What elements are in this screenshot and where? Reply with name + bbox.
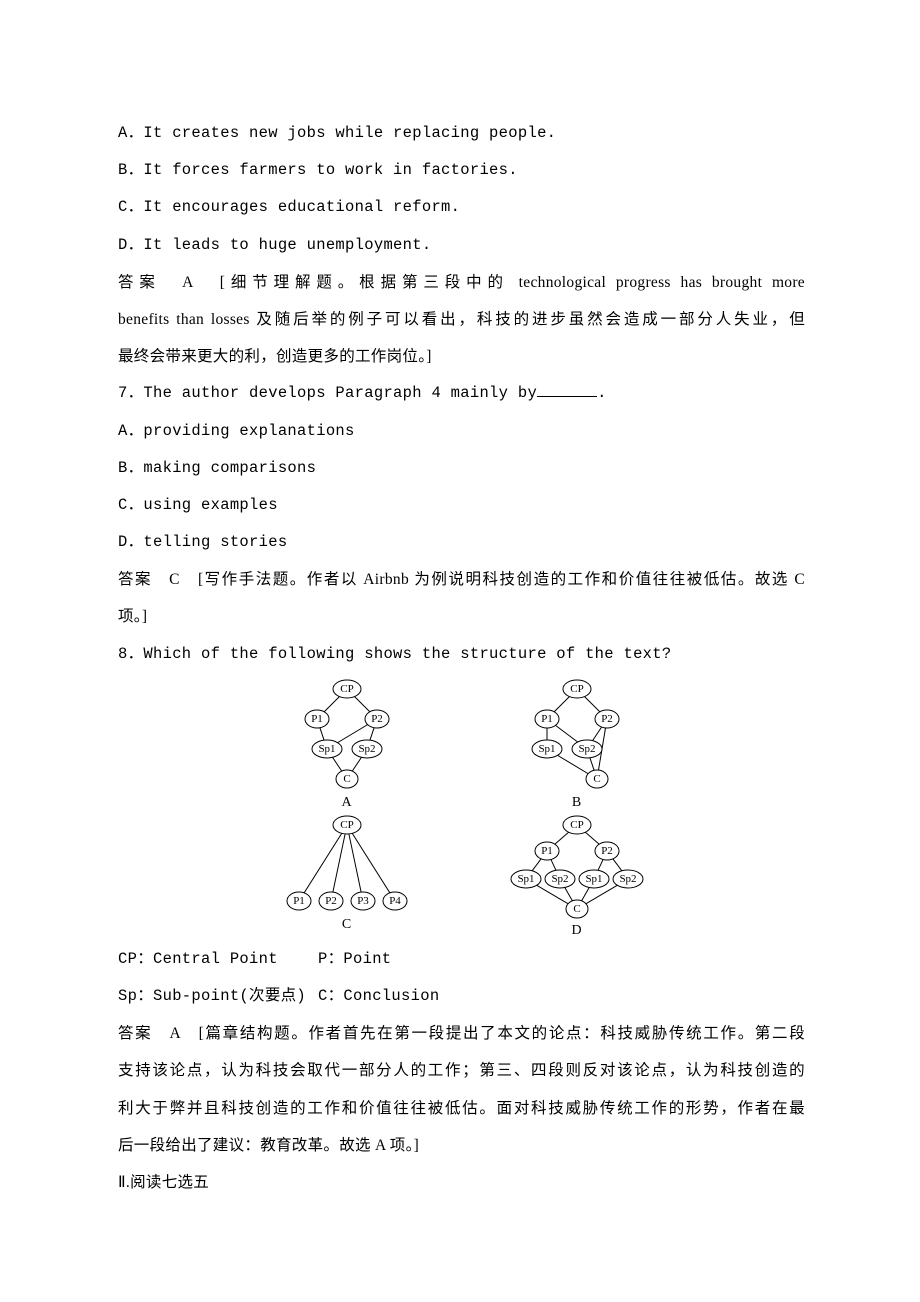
svg-text:P2: P2 [601,845,613,857]
svg-text:Sp2: Sp2 [358,743,375,755]
svg-text:P1: P1 [541,713,553,725]
svg-text:C: C [343,773,350,785]
q7-option-c: C．using examples [118,487,805,524]
q6-option-d: D．It leads to huge unemployment. [118,227,805,264]
diagram-a: CP P1 P2 Sp1 Sp2 C A [262,675,432,811]
diagram-c-label: C [342,917,351,933]
q7-option-a: A．providing explanations [118,413,805,450]
q7-answer-line2: 项。] [118,598,805,635]
svg-text:P1: P1 [541,845,553,857]
blank-fill-icon [537,396,597,397]
diagram-a-svg: CP P1 P2 Sp1 Sp2 C [262,675,432,793]
diagram-b-svg: CP P1 P2 Sp1 Sp2 C [492,675,662,793]
diagram-d-label: D [571,923,581,939]
svg-text:Sp2: Sp2 [578,743,595,755]
svg-text:P2: P2 [325,895,337,907]
svg-text:Sp2: Sp2 [551,873,568,885]
legend-cp: CP：Central Point [118,941,318,978]
legend-p: P：Point [318,941,391,978]
diagram-c-svg: CP P1 P2 P3 P4 [262,811,432,915]
q6-option-c: C．It encourages educational reform. [118,189,805,226]
diagram-b-label: B [572,795,581,811]
svg-text:CP: CP [570,683,583,695]
q7-option-d: D．telling stories [118,524,805,561]
diagram-b: CP P1 P2 Sp1 Sp2 C B [492,675,662,811]
svg-text:Sp1: Sp1 [538,743,555,755]
svg-text:P2: P2 [601,713,613,725]
q8-answer-line1: 答案 A [篇章结构题。作者首先在第一段提出了本文的论点：科技威胁传统工作。第二… [118,1015,805,1052]
legend-c: C：Conclusion [318,978,439,1015]
q8-stem: 8．Which of the following shows the struc… [118,636,805,673]
svg-text:P3: P3 [357,895,369,907]
q7-stem-post: . [597,384,607,402]
svg-text:C: C [573,903,580,915]
svg-text:CP: CP [340,683,353,695]
diagram-c: CP P1 P2 P3 P4 C [262,811,432,939]
svg-text:P1: P1 [311,713,323,725]
diagram-a-label: A [341,795,351,811]
q6-answer-line3: 最终会带来更大的利，创造更多的工作岗位。] [118,338,805,375]
svg-text:P4: P4 [389,895,401,907]
q6-answer-line1: 答案 A [细节理解题。根据第三段中的 technological progre… [118,264,805,301]
q7-stem: 7．The author develops Paragraph 4 mainly… [118,375,805,412]
svg-text:Sp1: Sp1 [517,873,534,885]
svg-text:CP: CP [570,819,583,831]
q6-answer-line2: benefits than losses 及随后举的例子可以看出，科技的进步虽然… [118,301,805,338]
diagram-d-svg: CP P1 P2 Sp1 Sp2 Sp1 Sp2 C [492,811,662,921]
section-2-heading: Ⅱ.阅读七选五 [118,1164,805,1201]
svg-text:Sp1: Sp1 [318,743,335,755]
diagram-d: CP P1 P2 Sp1 Sp2 Sp1 Sp2 C D [492,811,662,939]
q8-answer-line3: 利大于弊并且科技创造的工作和价值往往被低估。面对科技威胁传统工作的形势，作者在最 [118,1090,805,1127]
q7-answer-line1: 答案 C [写作手法题。作者以 Airbnb 为例说明科技创造的工作和价值往往被… [118,561,805,598]
q7-stem-pre: 7．The author develops Paragraph 4 mainly… [118,384,537,402]
q6-option-a: A．It creates new jobs while replacing pe… [118,115,805,152]
legend-row-2: Sp：Sub-point(次要点) C：Conclusion [118,978,805,1015]
svg-text:Sp2: Sp2 [619,873,636,885]
svg-text:P1: P1 [293,895,305,907]
q7-option-b: B．making comparisons [118,450,805,487]
legend-row-1: CP：Central Point P：Point [118,941,805,978]
svg-text:Sp1: Sp1 [585,873,602,885]
svg-text:CP: CP [340,819,353,831]
structure-diagrams: CP P1 P2 Sp1 Sp2 C A CP P1 P2 Sp1 Sp2 C B CP P1 P2 P3… [118,675,805,939]
legend-sp: Sp：Sub-point(次要点) [118,978,318,1015]
q8-answer-line2: 支持该论点，认为科技会取代一部分人的工作；第三、四段则反对该论点，认为科技创造的 [118,1052,805,1089]
svg-text:C: C [593,773,600,785]
q6-option-b: B．It forces farmers to work in factories… [118,152,805,189]
svg-text:P2: P2 [371,713,383,725]
q8-answer-line4: 后一段给出了建议：教育改革。故选 A 项。] [118,1127,805,1164]
